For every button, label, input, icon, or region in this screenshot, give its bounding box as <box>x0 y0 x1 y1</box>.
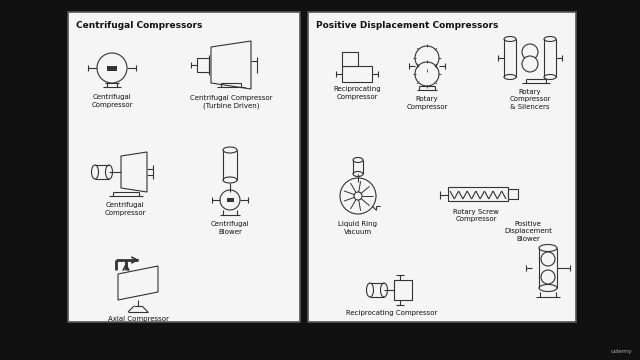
Circle shape <box>415 62 439 86</box>
Circle shape <box>522 56 538 72</box>
Circle shape <box>541 252 555 266</box>
Text: Liquid Ring
Vacuum: Liquid Ring Vacuum <box>339 221 378 234</box>
Ellipse shape <box>92 165 99 179</box>
Ellipse shape <box>353 158 363 162</box>
Circle shape <box>541 270 555 284</box>
Bar <box>342 52 358 66</box>
Text: Reciprocating Compressor: Reciprocating Compressor <box>346 310 438 316</box>
Circle shape <box>340 178 376 214</box>
Circle shape <box>522 44 538 60</box>
Text: Axial Compressor: Axial Compressor <box>108 316 168 322</box>
Text: Rotary Screw
Compressor: Rotary Screw Compressor <box>453 209 499 222</box>
Text: udemy: udemy <box>611 349 632 354</box>
Ellipse shape <box>504 75 516 80</box>
Ellipse shape <box>381 283 387 297</box>
Bar <box>448 187 508 201</box>
Ellipse shape <box>223 177 237 183</box>
Ellipse shape <box>544 36 556 41</box>
Bar <box>107 66 117 71</box>
Polygon shape <box>118 266 158 300</box>
Ellipse shape <box>106 165 113 179</box>
Text: Positive Displacement Compressors: Positive Displacement Compressors <box>316 21 499 30</box>
Polygon shape <box>121 152 147 192</box>
Bar <box>394 280 412 300</box>
Text: Centrifugal
Compressor: Centrifugal Compressor <box>92 94 132 108</box>
Ellipse shape <box>223 147 237 153</box>
Text: Reciprocating
Compressor: Reciprocating Compressor <box>333 86 381 99</box>
Bar <box>308 12 576 322</box>
Bar <box>68 12 300 322</box>
Text: Centrifugal Compressor
(Turbine Driven): Centrifugal Compressor (Turbine Driven) <box>189 95 272 109</box>
Polygon shape <box>211 41 251 89</box>
Text: Centrifugal
Blower: Centrifugal Blower <box>211 221 250 234</box>
Bar <box>197 58 209 72</box>
Text: Positive
Displacement
Blower: Positive Displacement Blower <box>504 221 552 242</box>
Ellipse shape <box>504 36 516 41</box>
Text: Rotary
Compressor: Rotary Compressor <box>406 96 448 109</box>
Ellipse shape <box>539 284 557 292</box>
Text: Centrifugal
Compressor: Centrifugal Compressor <box>104 202 146 216</box>
Ellipse shape <box>544 75 556 80</box>
Bar <box>342 66 372 82</box>
Circle shape <box>97 53 127 83</box>
Bar <box>227 198 234 202</box>
Text: Rotary
Compressor
& Silencers: Rotary Compressor & Silencers <box>509 89 551 110</box>
Ellipse shape <box>539 244 557 252</box>
Text: Centrifugal Compressors: Centrifugal Compressors <box>76 21 202 30</box>
Bar <box>508 189 518 199</box>
Circle shape <box>354 192 362 200</box>
Ellipse shape <box>353 171 363 176</box>
Circle shape <box>415 46 439 70</box>
Circle shape <box>220 190 240 210</box>
Ellipse shape <box>367 283 374 297</box>
